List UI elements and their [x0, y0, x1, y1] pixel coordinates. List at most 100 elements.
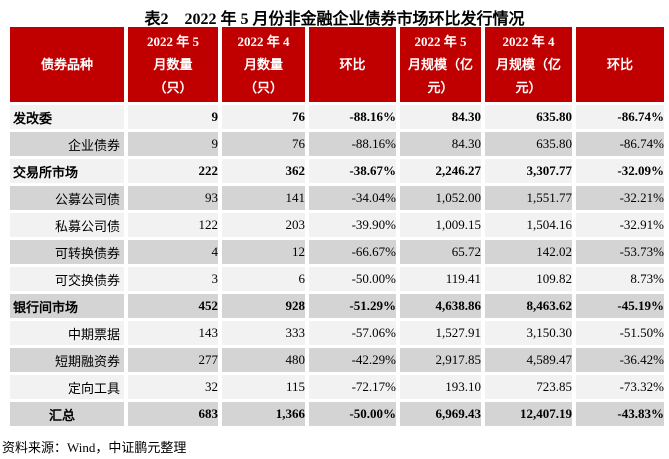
- cell-value: 109.82: [485, 267, 572, 291]
- cell-value: 635.80: [485, 132, 572, 156]
- cell-value: 333: [222, 321, 305, 345]
- table-row: 短期融资券 277 480 -42.29% 2,917.85 4,589.47 -36.42…: [10, 348, 664, 372]
- cell-value: 141: [222, 186, 305, 210]
- cell-value: 76: [222, 132, 305, 156]
- table-row: 公募公司债 93 141 -34.04% 1,052.00 1,551.77 -32.21%: [10, 186, 664, 210]
- table-row: 可转换债券 4 12 -66.67% 65.72 142.02 -53.73%: [10, 240, 664, 264]
- cell-value: 84.30: [400, 105, 481, 129]
- cell-value: 3: [128, 267, 218, 291]
- cell-value: 193.10: [400, 375, 481, 399]
- cell-value: -32.91%: [576, 213, 664, 237]
- cell-value: 76: [222, 105, 305, 129]
- cell-value: 635.80: [485, 105, 572, 129]
- page-title: 表2 2022 年 5 月份非金融企业债券市场环比发行情况: [144, 11, 525, 28]
- cell-value: 32: [128, 375, 218, 399]
- column-header-april-scale: 2022 年 4 月规模（亿 元）: [485, 27, 572, 102]
- cell-value: 1,052.00: [400, 186, 481, 210]
- table-header: 债券品种 2022 年 5 月数量 （只） 2022 年 4 月数量 （只） 环…: [10, 27, 664, 102]
- row-label: 可转换债券: [10, 240, 124, 264]
- cell-value: -38.67%: [309, 159, 396, 183]
- column-header-may-scale: 2022 年 5 月规模（亿 元）: [400, 27, 481, 102]
- row-label: 私募公司债: [10, 213, 124, 237]
- cell-value: 1,527.91: [400, 321, 481, 345]
- column-header-bond-type: 债券品种: [10, 27, 124, 102]
- row-label: 中期票据: [10, 321, 124, 345]
- cell-value: 723.85: [485, 375, 572, 399]
- table-row: 定向工具 32 115 -72.17% 193.10 723.85 -73.32%: [10, 375, 664, 399]
- cell-value: -34.04%: [309, 186, 396, 210]
- table-row: 汇总 683 1,366 -50.00% 6,969.43 12,407.19 -43.83…: [10, 402, 664, 426]
- cell-value: 362: [222, 159, 305, 183]
- row-label: 银行间市场: [10, 294, 124, 318]
- cell-value: 928: [222, 294, 305, 318]
- cell-value: -57.06%: [309, 321, 396, 345]
- table-row: 发改委 9 76 -88.16% 84.30 635.80 -86.74%: [10, 105, 664, 129]
- column-header-count-mom: 环比: [309, 27, 396, 102]
- cell-value: 222: [128, 159, 218, 183]
- table-row: 私募公司债 122 203 -39.90% 1,009.15 1,504.16 -32.91…: [10, 213, 664, 237]
- cell-value: 115: [222, 375, 305, 399]
- cell-value: 65.72: [400, 240, 481, 264]
- row-label: 定向工具: [10, 375, 124, 399]
- cell-value: 1,366: [222, 402, 305, 426]
- cell-value: 93: [128, 186, 218, 210]
- cell-value: 8,463.62: [485, 294, 572, 318]
- cell-value: -72.17%: [309, 375, 396, 399]
- cell-value: -51.29%: [309, 294, 396, 318]
- cell-value: 122: [128, 213, 218, 237]
- row-label: 公募公司债: [10, 186, 124, 210]
- table-row: 企业债券 9 76 -88.16% 84.30 635.80 -86.74%: [10, 132, 664, 156]
- cell-value: 203: [222, 213, 305, 237]
- cell-value: 683: [128, 402, 218, 426]
- row-label: 可交换债券: [10, 267, 124, 291]
- cell-value: 1,009.15: [400, 213, 481, 237]
- cell-value: 452: [128, 294, 218, 318]
- column-header-may-count: 2022 年 5 月数量 （只）: [128, 27, 218, 102]
- cell-value: -50.00%: [309, 402, 396, 426]
- row-label: 发改委: [10, 105, 124, 129]
- cell-value: 84.30: [400, 132, 481, 156]
- cell-value: -39.90%: [309, 213, 396, 237]
- cell-value: 4: [128, 240, 218, 264]
- cell-value: -45.19%: [576, 294, 664, 318]
- cell-value: -86.74%: [576, 132, 664, 156]
- table-row: 交易所市场 222 362 -38.67% 2,246.27 3,307.77 -32.09…: [10, 159, 664, 183]
- cell-value: 2,246.27: [400, 159, 481, 183]
- cell-value: -42.29%: [309, 348, 396, 372]
- cell-value: 480: [222, 348, 305, 372]
- cell-value: 12: [222, 240, 305, 264]
- cell-value: 9: [128, 105, 218, 129]
- bond-issuance-table: 债券品种 2022 年 5 月数量 （只） 2022 年 4 月数量 （只） 环…: [6, 24, 668, 429]
- cell-value: -88.16%: [309, 132, 396, 156]
- table-row: 银行间市场 452 928 -51.29% 4,638.86 8,463.62 -45.19…: [10, 294, 664, 318]
- cell-value: 6: [222, 267, 305, 291]
- cell-value: 143: [128, 321, 218, 345]
- row-label: 企业债券: [10, 132, 124, 156]
- cell-value: -50.00%: [309, 267, 396, 291]
- cell-value: 2,917.85: [400, 348, 481, 372]
- cell-value: -51.50%: [576, 321, 664, 345]
- cell-value: -53.73%: [576, 240, 664, 264]
- cell-value: -88.16%: [309, 105, 396, 129]
- row-label: 短期融资券: [10, 348, 124, 372]
- cell-value: 8.73%: [576, 267, 664, 291]
- table-row: 可交换债券 3 6 -50.00% 119.41 109.82 8.73%: [10, 267, 664, 291]
- cell-value: 12,407.19: [485, 402, 572, 426]
- row-label: 交易所市场: [10, 159, 124, 183]
- table-body: 发改委 9 76 -88.16% 84.30 635.80 -86.74% 企业债券 9 76 -8…: [10, 105, 664, 426]
- cell-value: -86.74%: [576, 105, 664, 129]
- cell-value: -73.32%: [576, 375, 664, 399]
- data-source-note: 资料来源：Wind，中证鹏元整理: [2, 440, 187, 455]
- cell-value: 3,307.77: [485, 159, 572, 183]
- table-row: 中期票据 143 333 -57.06% 1,527.91 3,150.30 -51.50%: [10, 321, 664, 345]
- column-header-april-count: 2022 年 4 月数量 （只）: [222, 27, 305, 102]
- column-header-scale-mom: 环比: [576, 27, 664, 102]
- cell-value: -32.21%: [576, 186, 664, 210]
- cell-value: 142.02: [485, 240, 572, 264]
- cell-value: 119.41: [400, 267, 481, 291]
- cell-value: 3,150.30: [485, 321, 572, 345]
- cell-value: 9: [128, 132, 218, 156]
- cell-value: 1,504.16: [485, 213, 572, 237]
- cell-value: 277: [128, 348, 218, 372]
- cell-value: 4,589.47: [485, 348, 572, 372]
